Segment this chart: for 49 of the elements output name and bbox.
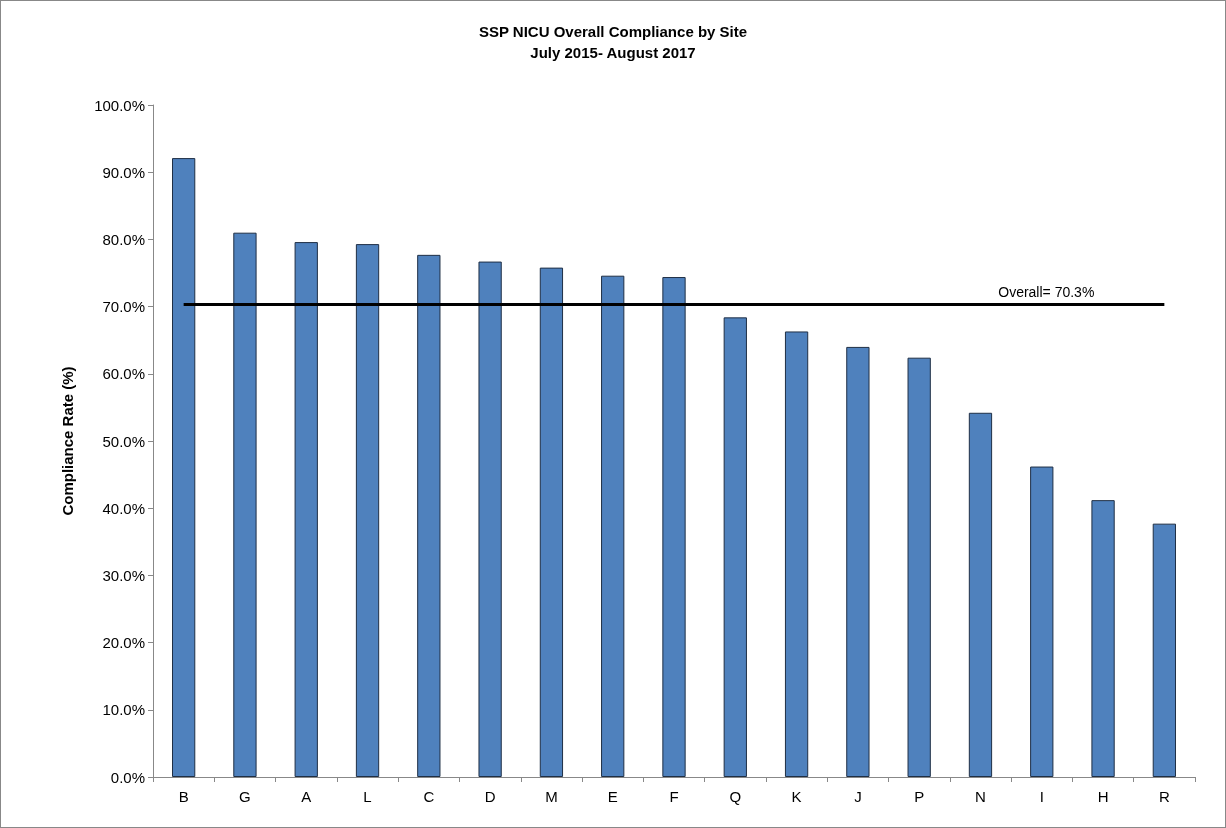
y-tick-label: 10.0% xyxy=(102,701,145,719)
bar xyxy=(417,254,441,777)
x-tick-label: L xyxy=(363,788,372,805)
x-tick-label: I xyxy=(1039,788,1044,805)
y-axis-title: Compliance Rate (%) xyxy=(59,366,76,516)
bar xyxy=(907,357,931,777)
y-tick-label: 60.0% xyxy=(102,365,145,383)
bar xyxy=(172,158,196,777)
y-tick-label: 40.0% xyxy=(102,499,145,517)
bar xyxy=(601,275,625,777)
x-tick-label: K xyxy=(791,788,802,805)
y-tick-label: 20.0% xyxy=(102,634,145,652)
bar xyxy=(723,317,747,777)
bar xyxy=(1091,500,1115,777)
x-tick-label: J xyxy=(854,788,862,805)
x-tick-label: D xyxy=(484,788,496,805)
bar xyxy=(662,277,686,777)
x-tick-label: G xyxy=(239,788,251,805)
x-tick-label: E xyxy=(607,788,618,805)
y-tick-label: 80.0% xyxy=(102,230,145,248)
ref-line-label: Overall= 70.3% xyxy=(998,283,1095,300)
x-tick-label: P xyxy=(914,788,925,805)
x-tick-label: F xyxy=(669,788,679,805)
x-tick-label: A xyxy=(301,788,312,805)
x-tick-label: M xyxy=(545,788,558,805)
x-tick-label: N xyxy=(975,788,986,805)
y-tick-label: 0.0% xyxy=(110,768,145,786)
y-tick-label: 70.0% xyxy=(102,298,145,316)
bar xyxy=(1152,523,1176,777)
bar xyxy=(1030,466,1054,777)
x-tick-label: C xyxy=(423,788,435,805)
x-tick-label: Q xyxy=(729,788,742,805)
bar xyxy=(355,244,380,777)
x-tick-label: H xyxy=(1097,788,1109,805)
bar xyxy=(294,242,318,777)
bar xyxy=(233,232,257,777)
x-tick-label: R xyxy=(1158,788,1170,805)
bar xyxy=(846,346,870,777)
bar xyxy=(539,267,564,777)
y-tick-label: 100.0% xyxy=(94,96,145,114)
chart-subtitle: July 2015- August 2017 xyxy=(530,44,696,61)
x-tick-label: B xyxy=(178,788,189,805)
y-tick-label: 90.0% xyxy=(102,163,145,181)
chart-title: SSP NICU Overall Compliance by Site xyxy=(478,23,748,40)
bar xyxy=(968,412,993,777)
bar xyxy=(478,261,502,777)
y-tick-label: 50.0% xyxy=(102,432,145,450)
y-tick-label: 30.0% xyxy=(102,566,145,584)
bar xyxy=(784,331,809,777)
